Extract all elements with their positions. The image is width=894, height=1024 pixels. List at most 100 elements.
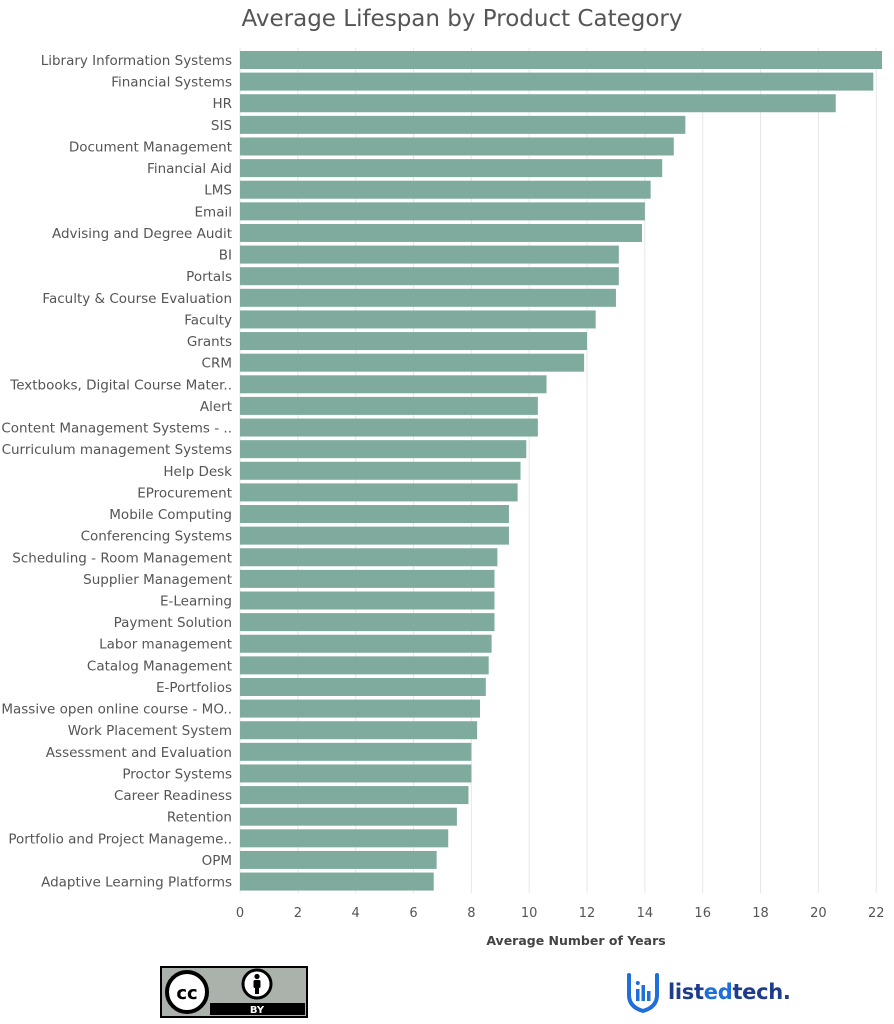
bar [240,850,437,869]
bar [240,764,472,783]
bar [240,786,469,805]
bar [240,288,616,307]
category-label: Financial Aid [147,161,232,177]
bar [240,310,596,329]
cc-icon: cc [165,970,209,1014]
category-label: E-Portfolios [156,680,232,696]
category-label: Financial Systems [111,75,232,91]
x-tick-label: 2 [294,906,302,921]
bar [240,829,449,848]
bar [240,418,538,437]
category-label: Proctor Systems [122,766,232,782]
category-label: LMS [204,183,232,199]
x-tick-label: 0 [236,906,244,921]
bar [240,332,588,351]
svg-text:cc: cc [176,983,197,1004]
category-label: Supplier Management [83,572,232,588]
license-by-label: BY [250,1005,265,1016]
category-label: Conferencing Systems [81,529,232,545]
bar [240,483,518,502]
category-label: Payment Solution [114,615,232,631]
listedtech-logo: listedtech. [626,970,791,1014]
category-label: Scheduling - Room Management [12,550,232,566]
x-tick-label: 10 [521,906,538,921]
category-label: Library Information Systems [41,53,232,69]
brand-name-prefix: list [668,980,704,1004]
x-tick-label: 12 [579,906,596,921]
bar [240,872,434,891]
bar [240,267,619,286]
bar [240,699,481,718]
x-axis-title: Average Number of Years [486,933,665,948]
category-label: Mobile Computing [109,507,232,523]
category-label: E-Learning [160,594,232,610]
category-label: Catalog Management [87,658,232,674]
bar [240,94,836,113]
category-label: Faculty & Course Evaluation [42,291,232,307]
bar [240,51,882,69]
category-label: Retention [167,810,232,826]
category-label: Labor management [99,637,232,653]
bar [240,440,527,459]
attribution-person-icon [241,968,273,1000]
category-label: Advising and Degree Audit [52,226,232,242]
bar [240,202,645,221]
bar [240,548,498,567]
category-label: Massive open online course - MO.. [1,702,232,718]
category-label: Portals [186,269,232,285]
bar [240,505,509,524]
x-tick-label: 20 [810,906,827,921]
category-label: BI [219,248,232,264]
bar [240,159,663,178]
bar [240,613,495,632]
category-label: Alert [200,399,232,415]
bar [240,807,457,826]
bar [240,656,489,675]
bar [240,721,478,740]
bar [240,634,492,653]
bar [240,180,651,199]
x-tick-label: 16 [694,906,711,921]
brand-name-suffix: tech. [732,980,791,1004]
bar [240,569,495,588]
cc-by-license-badge: cc BY [160,966,308,1018]
category-label: Work Placement System [68,723,232,739]
x-tick-label: 22 [868,906,885,921]
category-label: CRM [202,356,232,372]
category-label: Help Desk [163,464,232,480]
x-tick-label: 4 [352,906,360,921]
bar [240,223,642,242]
x-tick-label: 18 [752,906,769,921]
brand-name: listedtech. [668,980,791,1004]
category-label: SIS [211,118,232,134]
bar [240,72,874,91]
category-label: Grants [187,334,232,350]
category-label: Career Readiness [114,788,232,804]
bar [240,115,686,134]
bar [240,526,509,545]
category-label: Curriculum management Systems [2,442,232,458]
category-label: Textbooks, Digital Course Mater.. [9,377,232,393]
bar [240,245,619,264]
x-tick-label: 6 [409,906,417,921]
bar [240,353,585,372]
category-label: Faculty [184,312,232,328]
bar [240,742,472,761]
x-tick-label: 8 [467,906,475,921]
bar-chart: Library Information Systems Financial Sys… [1,48,885,948]
category-label: Email [195,204,232,220]
category-label: EProcurement [137,485,232,501]
bar [240,591,495,610]
category-label: Portfolio and Project Manageme.. [8,831,232,847]
brand-name-accent: ed [703,980,733,1004]
chart-title: Average Lifespan by Product Category [241,6,683,32]
bar [240,375,547,394]
bar [240,396,538,415]
bar [240,461,521,480]
category-label: Content Management Systems - .. [1,421,232,437]
bar [240,137,674,156]
category-label: Adaptive Learning Platforms [41,875,232,891]
bar [240,677,486,696]
x-tick-label: 14 [637,906,654,921]
category-label: OPM [202,853,232,869]
